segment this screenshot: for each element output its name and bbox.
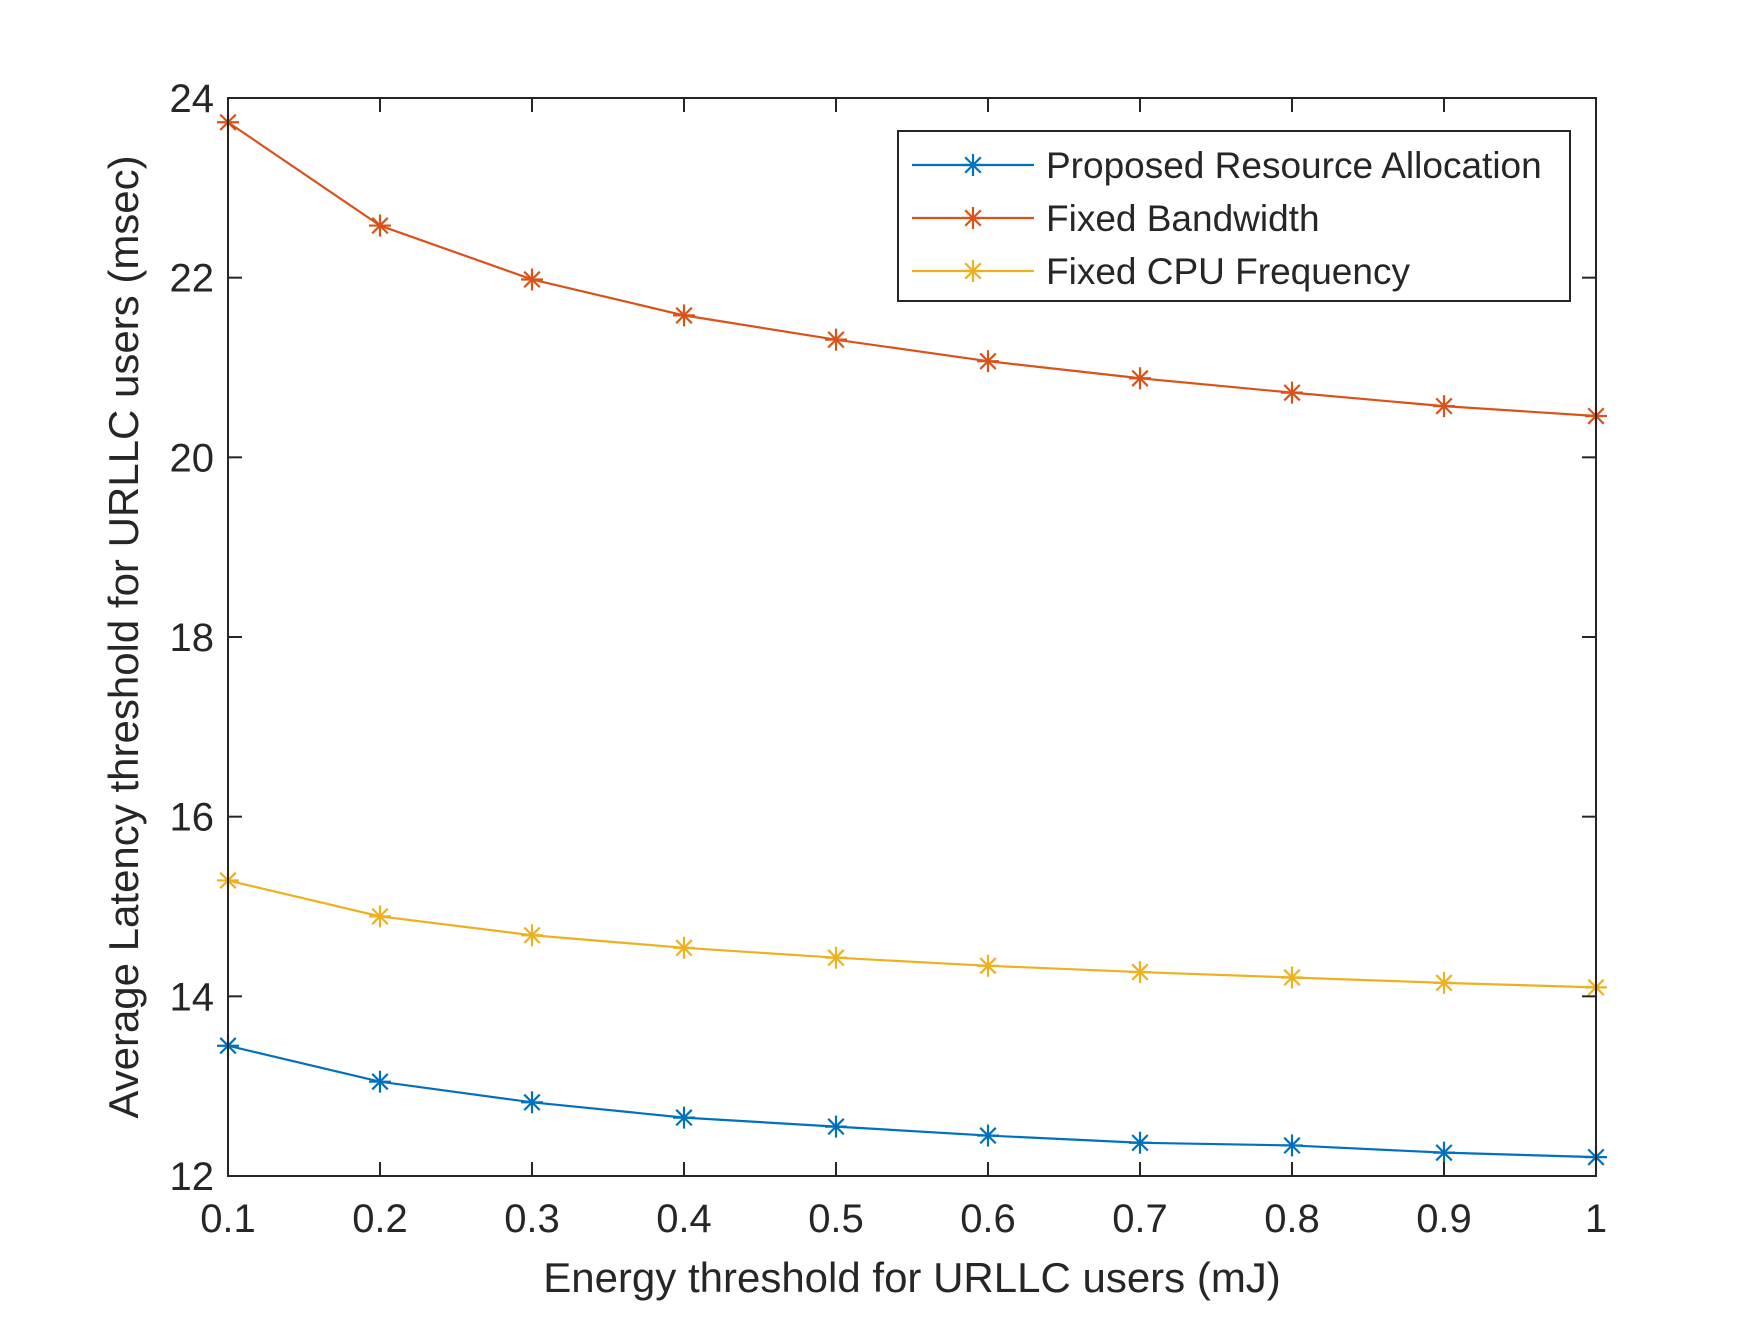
y-tick-label: 22 — [170, 257, 215, 301]
data-point — [369, 905, 391, 928]
legend-label: Fixed Bandwidth — [1046, 198, 1320, 239]
data-point — [1129, 367, 1151, 390]
y-tick-label: 14 — [170, 975, 215, 1019]
legend: Proposed Resource Allocation Fixed Bandwi… — [897, 130, 1571, 302]
y-tick-label: 12 — [170, 1155, 215, 1199]
data-point — [1281, 381, 1303, 404]
series-line — [227, 879, 1597, 989]
data-point — [673, 304, 695, 327]
legend-item: Proposed Resource Allocation — [912, 145, 1542, 186]
data-point — [673, 936, 695, 959]
data-point — [673, 1106, 695, 1129]
data-point — [825, 946, 847, 969]
x-tick-label: 0.1 — [200, 1197, 256, 1241]
y-tick-label: 18 — [170, 616, 215, 660]
data-point — [1129, 961, 1151, 984]
data-point — [825, 1115, 847, 1138]
legend-item: Fixed Bandwidth — [912, 198, 1320, 239]
x-tick-label: 0.5 — [808, 1197, 864, 1241]
data-point — [977, 1124, 999, 1147]
data-point — [977, 350, 999, 373]
x-axis-label: Energy threshold for URLLC users (mJ) — [543, 1254, 1281, 1301]
data-point — [825, 328, 847, 351]
data-point — [977, 954, 999, 977]
data-point — [1433, 395, 1455, 418]
data-point — [521, 1091, 543, 1114]
data-point — [521, 268, 543, 291]
y-tick-label: 16 — [170, 796, 215, 840]
data-point — [1281, 1134, 1303, 1157]
legend-marker — [962, 154, 984, 176]
series-line — [227, 121, 1597, 418]
x-tick-label: 0.6 — [960, 1197, 1016, 1241]
data-point — [369, 214, 391, 237]
x-tick-label: 0.8 — [1264, 1197, 1320, 1241]
data-point — [1281, 966, 1303, 989]
legend-box — [897, 130, 1571, 302]
y-axis-label: Average Latency threshold for URLLC user… — [100, 155, 147, 1118]
data-point — [1433, 1141, 1455, 1164]
legend-label: Proposed Resource Allocation — [1046, 145, 1542, 186]
data-point — [369, 1070, 391, 1093]
x-tick-label: 0.7 — [1112, 1197, 1168, 1241]
y-tick-label: 24 — [170, 77, 215, 121]
legend-label: Fixed CPU Frequency — [1046, 251, 1410, 292]
data-point — [1433, 971, 1455, 994]
series-line — [227, 1044, 1597, 1159]
x-tick-label: 0.4 — [656, 1197, 712, 1241]
x-tick-label: 0.9 — [1416, 1197, 1472, 1241]
legend-marker — [962, 207, 984, 229]
data-point — [1129, 1131, 1151, 1154]
y-tick-label: 20 — [170, 436, 215, 480]
axis-ticks: 0.1 0.2 0.3 0.4 0.5 0.6 0.7 0.8 0.9 1 12 14 16 18 20 22… — [170, 77, 1608, 1241]
legend-marker — [962, 260, 984, 282]
x-tick-label: 0.3 — [504, 1197, 560, 1241]
x-tick-label: 0.2 — [352, 1197, 408, 1241]
legend-item: Fixed CPU Frequency — [912, 251, 1410, 292]
data-point — [521, 924, 543, 947]
x-tick-label: 1 — [1585, 1197, 1607, 1241]
